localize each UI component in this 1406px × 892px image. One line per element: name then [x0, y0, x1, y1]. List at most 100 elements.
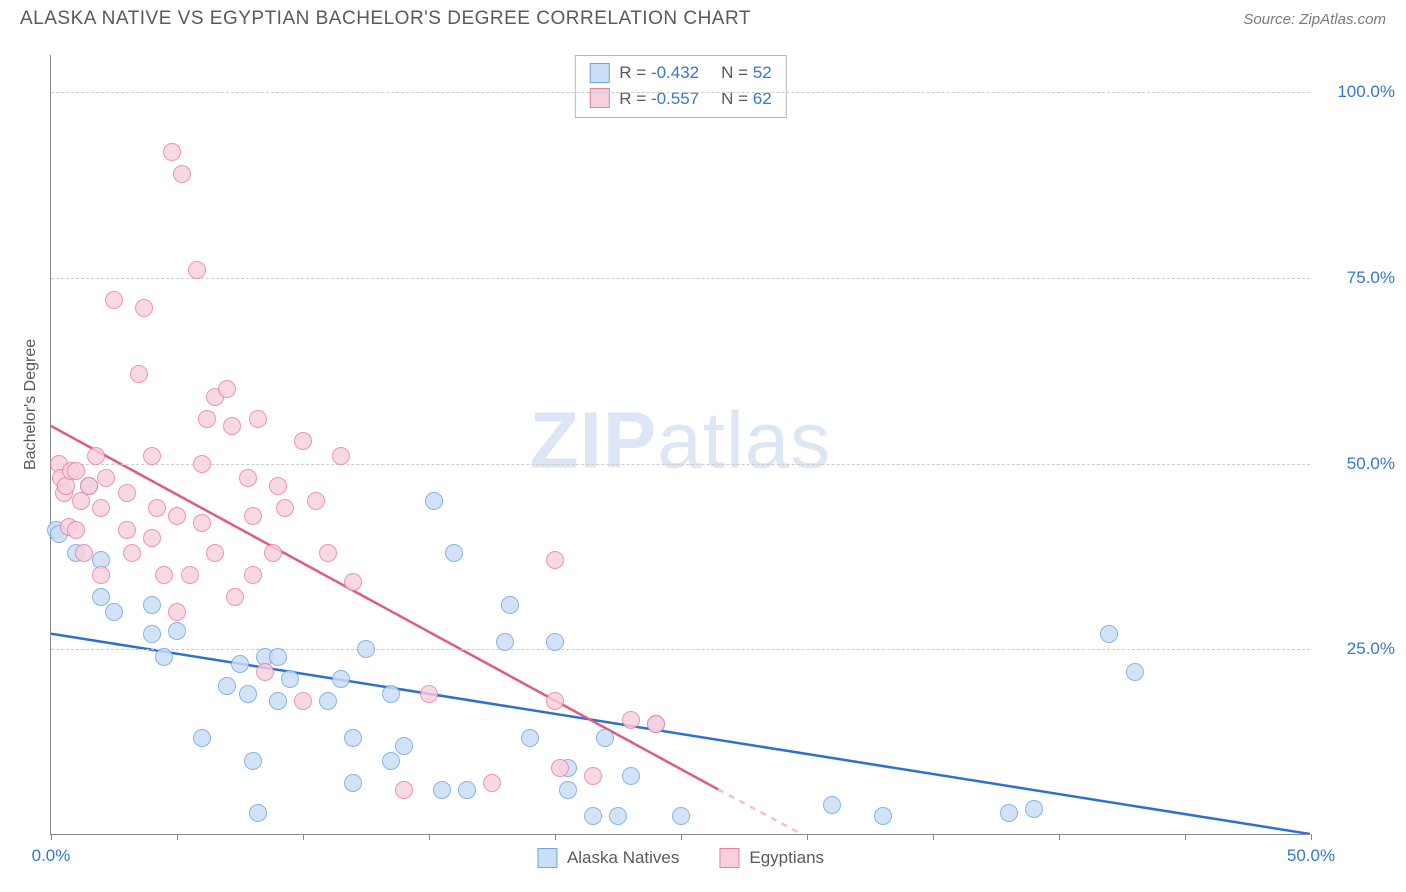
legend-item: Egyptians: [719, 848, 824, 868]
data-point: [1025, 800, 1043, 818]
data-point: [874, 807, 892, 825]
data-point: [319, 692, 337, 710]
data-point: [105, 603, 123, 621]
data-point: [92, 499, 110, 517]
data-point: [92, 566, 110, 584]
data-point: [244, 507, 262, 525]
data-point: [332, 670, 350, 688]
stats-row: R = -0.432N = 52: [589, 60, 771, 86]
legend-swatch: [589, 63, 609, 83]
scatter-chart: ZIPatlas R = -0.432N = 52R = -0.557N = 6…: [50, 55, 1310, 835]
data-point: [269, 648, 287, 666]
data-point: [294, 432, 312, 450]
source-attribution: Source: ZipAtlas.com: [1243, 11, 1386, 28]
x-tick: [555, 834, 556, 840]
stats-row: R = -0.557N = 62: [589, 86, 771, 112]
x-tick: [303, 834, 304, 840]
data-point: [198, 410, 216, 428]
legend-label: Egyptians: [749, 848, 824, 868]
data-point: [382, 685, 400, 703]
y-axis-label: Bachelor's Degree: [22, 339, 40, 470]
data-point: [173, 165, 191, 183]
data-point: [87, 447, 105, 465]
data-point: [294, 692, 312, 710]
data-point: [168, 622, 186, 640]
data-point: [155, 566, 173, 584]
data-point: [501, 596, 519, 614]
legend-swatch: [719, 848, 739, 868]
x-tick-label: 50.0%: [1287, 846, 1335, 866]
y-tick-label: 75.0%: [1320, 268, 1395, 288]
data-point: [92, 588, 110, 606]
data-point: [420, 685, 438, 703]
data-point: [264, 544, 282, 562]
legend-item: Alaska Natives: [537, 848, 679, 868]
data-point: [239, 685, 257, 703]
data-point: [181, 566, 199, 584]
data-point: [344, 729, 362, 747]
data-point: [239, 469, 257, 487]
data-point: [226, 588, 244, 606]
data-point: [276, 499, 294, 517]
data-point: [521, 729, 539, 747]
data-point: [596, 729, 614, 747]
x-tick: [1311, 834, 1312, 840]
data-point: [433, 781, 451, 799]
gridline: [51, 649, 1310, 650]
x-tick: [1185, 834, 1186, 840]
data-point: [546, 692, 564, 710]
data-point: [231, 655, 249, 673]
data-point: [193, 729, 211, 747]
y-tick-label: 100.0%: [1320, 82, 1395, 102]
data-point: [249, 804, 267, 822]
data-point: [163, 143, 181, 161]
chart-title: ALASKA NATIVE VS EGYPTIAN BACHELOR'S DEG…: [20, 8, 751, 30]
data-point: [332, 447, 350, 465]
data-point: [218, 380, 236, 398]
gridline: [51, 464, 1310, 465]
data-point: [622, 767, 640, 785]
data-point: [546, 633, 564, 651]
data-point: [584, 807, 602, 825]
data-point: [193, 514, 211, 532]
data-point: [188, 261, 206, 279]
data-point: [143, 596, 161, 614]
data-point: [546, 551, 564, 569]
data-point: [206, 544, 224, 562]
data-point: [168, 507, 186, 525]
data-point: [130, 365, 148, 383]
x-tick: [51, 834, 52, 840]
data-point: [155, 648, 173, 666]
data-point: [445, 544, 463, 562]
data-point: [1100, 625, 1118, 643]
data-point: [622, 711, 640, 729]
data-point: [80, 477, 98, 495]
data-point: [672, 807, 690, 825]
data-point: [609, 807, 627, 825]
data-point: [75, 544, 93, 562]
data-point: [307, 492, 325, 510]
data-point: [647, 715, 665, 733]
data-point: [193, 455, 211, 473]
data-point: [123, 544, 141, 562]
data-point: [97, 469, 115, 487]
data-point: [256, 663, 274, 681]
data-point: [425, 492, 443, 510]
data-point: [382, 752, 400, 770]
data-point: [143, 625, 161, 643]
data-point: [823, 796, 841, 814]
x-tick: [429, 834, 430, 840]
x-tick: [681, 834, 682, 840]
data-point: [168, 603, 186, 621]
data-point: [143, 447, 161, 465]
data-point: [458, 781, 476, 799]
data-point: [1126, 663, 1144, 681]
data-point: [118, 484, 136, 502]
data-point: [105, 291, 123, 309]
data-point: [559, 781, 577, 799]
x-tick: [933, 834, 934, 840]
data-point: [148, 499, 166, 517]
data-point: [584, 767, 602, 785]
data-point: [344, 774, 362, 792]
gridline: [51, 278, 1310, 279]
